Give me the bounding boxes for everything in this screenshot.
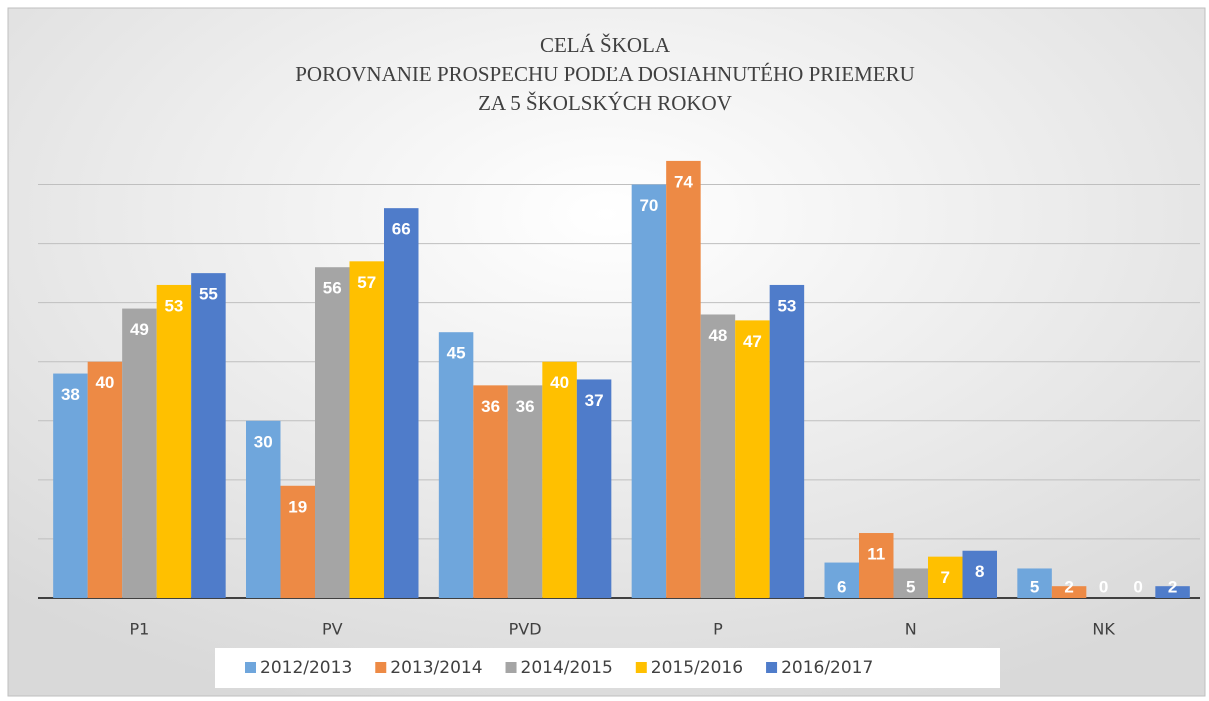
- data-label: 5: [906, 577, 915, 596]
- bar: [122, 308, 157, 598]
- data-label: 70: [639, 196, 658, 215]
- data-label: 57: [357, 273, 376, 292]
- bar: [315, 267, 350, 598]
- chart-title: CELÁ ŠKOLA: [540, 33, 671, 57]
- bar: [87, 361, 123, 598]
- data-label: 30: [254, 432, 273, 451]
- bar: [542, 361, 577, 598]
- data-label: 2: [1168, 577, 1177, 596]
- legend-swatch: [245, 662, 256, 673]
- bar: [246, 420, 281, 598]
- legend-swatch: [505, 662, 517, 673]
- data-label: 8: [975, 562, 984, 581]
- data-label: 74: [674, 172, 693, 191]
- bar: [1051, 586, 1087, 598]
- bar: [962, 550, 997, 598]
- legend-label: 2012/2013: [260, 658, 352, 678]
- data-label: 55: [199, 285, 218, 304]
- legend-swatch: [766, 662, 778, 673]
- bar: [928, 556, 963, 598]
- data-label: 47: [743, 332, 762, 351]
- data-label: 6: [837, 577, 846, 596]
- data-label: 36: [516, 397, 535, 416]
- x-tick-label: PVD: [509, 620, 542, 639]
- data-label: 2: [1064, 577, 1073, 596]
- legend-label: 2013/2014: [390, 658, 482, 678]
- data-label: 0: [1133, 577, 1142, 596]
- data-label: 19: [288, 497, 307, 516]
- bar: [473, 385, 508, 598]
- bar: [700, 314, 736, 598]
- data-label: 11: [867, 545, 885, 564]
- data-label: 36: [481, 397, 500, 416]
- chart-title: POROVNANIE PROSPECHU PODĽA DOSIAHNUTÉHO …: [295, 62, 915, 86]
- chart-title: ZA 5 ŠKOLSKÝCH ROKOV: [478, 91, 732, 115]
- bar: [438, 332, 474, 598]
- bar: [824, 562, 859, 598]
- data-label: 40: [550, 373, 569, 392]
- data-label: 38: [61, 385, 80, 404]
- data-label: 48: [708, 326, 727, 345]
- data-label: 53: [164, 296, 183, 315]
- legend-label: 2016/2017: [781, 658, 873, 678]
- bar: [631, 184, 667, 599]
- x-tick-label: NK: [1092, 620, 1115, 639]
- bar: [349, 261, 384, 598]
- x-tick-label: P1: [130, 620, 150, 639]
- bar: [769, 284, 805, 598]
- data-label: 0: [1099, 577, 1108, 596]
- bar: [1017, 568, 1052, 598]
- x-tick-label: P: [713, 620, 723, 639]
- bar: [1155, 586, 1190, 598]
- data-label: 40: [95, 373, 114, 392]
- data-label: 66: [392, 220, 411, 239]
- legend-box: [215, 648, 1000, 688]
- bar: [191, 273, 226, 598]
- bar: [53, 373, 88, 598]
- data-label: 53: [777, 296, 796, 315]
- legend-swatch: [635, 662, 647, 673]
- bar: [384, 208, 419, 598]
- bar: [735, 320, 770, 598]
- bar: [156, 284, 192, 598]
- x-tick-label: N: [905, 620, 917, 639]
- data-label: 37: [585, 391, 604, 410]
- bar: [507, 385, 543, 598]
- data-label: 7: [941, 568, 950, 587]
- bar: [576, 379, 612, 598]
- bar: [666, 160, 701, 598]
- data-label: 56: [323, 279, 342, 298]
- bar: [280, 485, 315, 598]
- data-label: 5: [1030, 577, 1039, 596]
- data-label: 49: [130, 320, 149, 339]
- legend-label: 2015/2016: [651, 658, 743, 678]
- bar: [893, 568, 928, 598]
- x-tick-label: PV: [322, 620, 343, 639]
- bar: [859, 533, 894, 598]
- legend-label: 2014/2015: [521, 658, 613, 678]
- data-label: 45: [447, 344, 466, 363]
- legend-swatch: [375, 662, 387, 673]
